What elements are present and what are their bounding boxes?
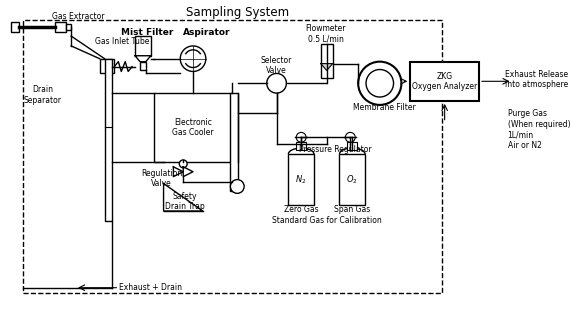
Text: Electronic
Gas Cooler: Electronic Gas Cooler bbox=[172, 118, 214, 137]
Bar bbox=[410, 62, 479, 101]
Text: $O_2$: $O_2$ bbox=[346, 173, 358, 186]
Polygon shape bbox=[135, 56, 151, 62]
Text: Exhaust Release
into atmosphere: Exhaust Release into atmosphere bbox=[505, 70, 569, 89]
Bar bbox=[135, 36, 151, 56]
Text: Drain
Separator: Drain Separator bbox=[23, 85, 61, 105]
Circle shape bbox=[366, 70, 394, 97]
Bar bbox=[296, 142, 306, 150]
Circle shape bbox=[230, 180, 244, 193]
Text: Gas Extractor: Gas Extractor bbox=[53, 12, 105, 21]
Bar bbox=[99, 59, 115, 73]
Text: $N_2$: $N_2$ bbox=[295, 173, 307, 186]
Bar bbox=[56, 22, 66, 32]
Circle shape bbox=[345, 132, 355, 142]
Text: Aspirator: Aspirator bbox=[183, 28, 230, 37]
Text: Purge Gas
(When required)
1L/min
Air or N2: Purge Gas (When required) 1L/min Air or … bbox=[508, 110, 570, 149]
Text: Regulation
Valve: Regulation Valve bbox=[141, 169, 182, 188]
Bar bbox=[11, 22, 19, 32]
Text: Zero Gas: Zero Gas bbox=[284, 205, 318, 214]
Bar bbox=[347, 142, 357, 150]
Text: Sampling System: Sampling System bbox=[185, 6, 289, 19]
Circle shape bbox=[267, 73, 287, 93]
Bar bbox=[105, 59, 112, 221]
Text: Membrane Filter: Membrane Filter bbox=[353, 103, 416, 112]
Text: Selector
Valve: Selector Valve bbox=[261, 56, 292, 75]
Text: ZKG
Oxygen Analyzer: ZKG Oxygen Analyzer bbox=[412, 72, 477, 91]
Bar bbox=[140, 62, 146, 70]
Polygon shape bbox=[321, 64, 333, 71]
Bar bbox=[288, 154, 314, 205]
Bar bbox=[154, 93, 232, 162]
Text: Safety
Drain Trap: Safety Drain Trap bbox=[166, 192, 205, 211]
Bar bbox=[66, 24, 71, 30]
Circle shape bbox=[180, 46, 206, 71]
Text: Flowmeter
0.5 L/min: Flowmeter 0.5 L/min bbox=[305, 24, 346, 44]
Text: Standard Gas for Calibration: Standard Gas for Calibration bbox=[272, 216, 381, 225]
Bar bbox=[339, 154, 365, 205]
Text: Gas Inlet Tube: Gas Inlet Tube bbox=[95, 37, 149, 46]
Polygon shape bbox=[173, 167, 183, 177]
Bar bbox=[23, 20, 442, 293]
Bar bbox=[230, 93, 238, 191]
Polygon shape bbox=[183, 167, 193, 177]
Bar bbox=[321, 44, 333, 78]
Circle shape bbox=[358, 62, 401, 105]
Text: Exhaust + Drain: Exhaust + Drain bbox=[119, 283, 183, 292]
Circle shape bbox=[296, 132, 306, 142]
Circle shape bbox=[179, 160, 187, 168]
Text: Pressure Regulator: Pressure Regulator bbox=[300, 145, 372, 154]
Text: Span Gas: Span Gas bbox=[334, 205, 370, 214]
Text: Mist Filter: Mist Filter bbox=[121, 28, 173, 37]
